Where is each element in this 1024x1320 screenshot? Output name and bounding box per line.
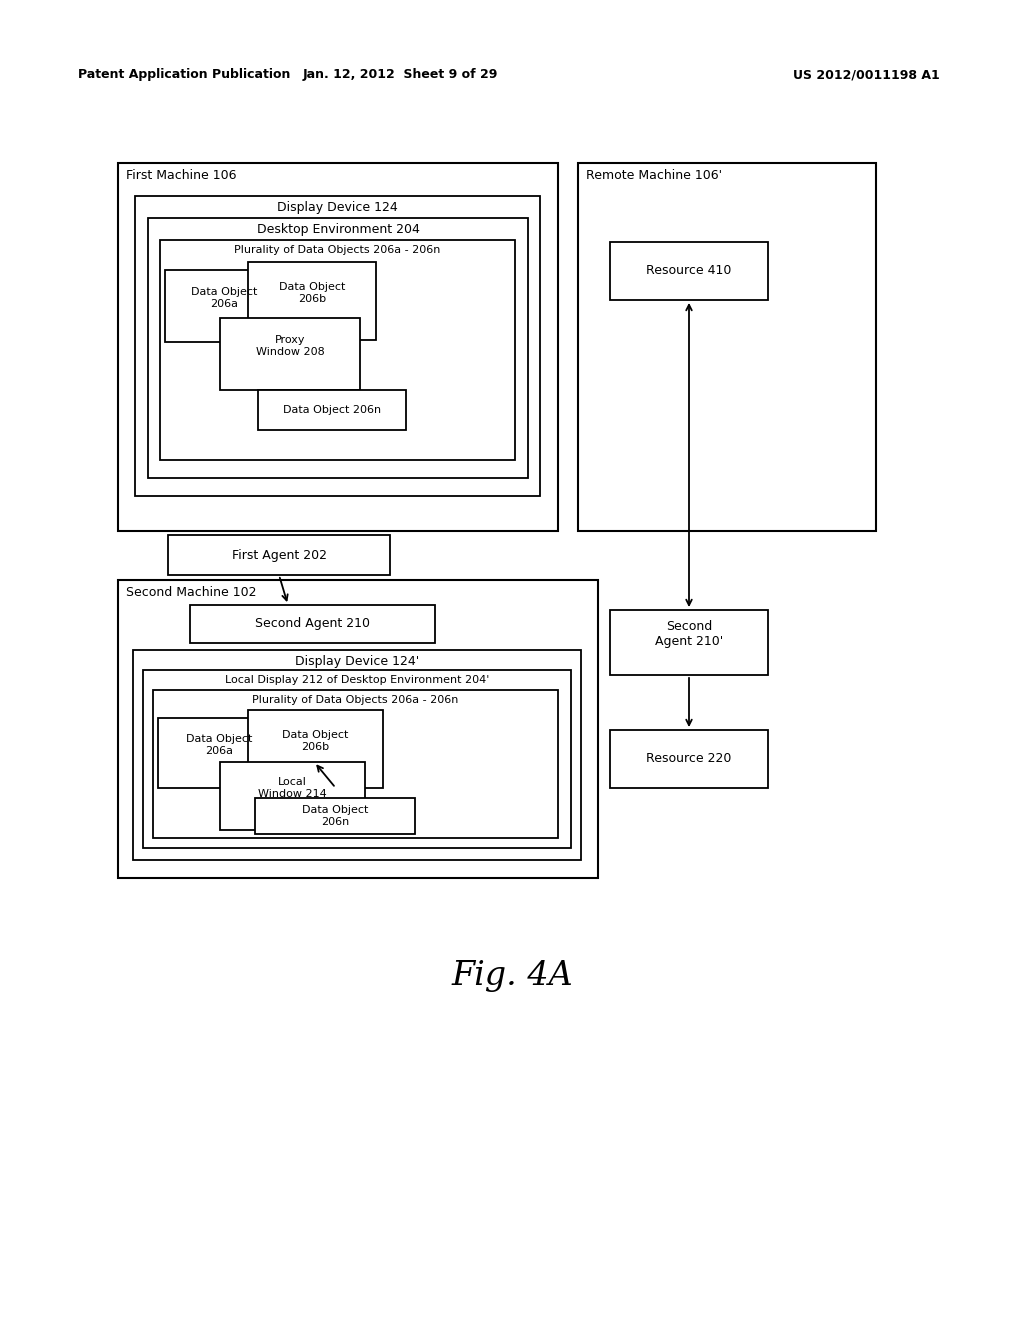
Text: Data Object 206n: Data Object 206n [283,405,381,414]
Text: Fig. 4A: Fig. 4A [452,960,572,993]
Text: Resource 220: Resource 220 [646,752,732,766]
Text: First Machine 106: First Machine 106 [126,169,237,182]
Text: Display Device 124': Display Device 124' [295,655,419,668]
Bar [610,730,768,788]
Text: Data Object
206a: Data Object 206a [190,288,257,309]
Text: Patent Application Publication: Patent Application Publication [78,69,291,81]
Bar [135,195,540,496]
Text: Second Machine 102: Second Machine 102 [126,586,256,599]
Text: Data Object
206b: Data Object 206b [283,730,349,752]
Text: Display Device 124: Display Device 124 [278,201,398,214]
Bar [160,240,515,459]
Bar [258,389,406,430]
Text: Remote Machine 106': Remote Machine 106' [586,169,722,182]
Bar [248,261,376,341]
Bar [168,535,390,576]
Bar [220,318,360,389]
Text: Proxy
Window 208: Proxy Window 208 [256,335,325,356]
Text: Data Object
206a: Data Object 206a [185,734,252,756]
Bar [165,271,283,342]
Text: Plurality of Data Objects 206a - 206n: Plurality of Data Objects 206a - 206n [252,696,459,705]
Text: Data Object
206b: Data Object 206b [279,282,345,304]
Text: Data Object
206n: Data Object 206n [302,805,369,826]
Bar [153,690,558,838]
Bar [118,579,598,878]
Bar [133,649,581,861]
Bar [148,218,528,478]
Text: Plurality of Data Objects 206a - 206n: Plurality of Data Objects 206a - 206n [234,246,440,255]
Text: Local Display 212 of Desktop Environment 204': Local Display 212 of Desktop Environment… [225,675,489,685]
Text: Desktop Environment 204: Desktop Environment 204 [257,223,420,236]
Bar [248,710,383,788]
Text: Jan. 12, 2012  Sheet 9 of 29: Jan. 12, 2012 Sheet 9 of 29 [302,69,498,81]
Text: First Agent 202: First Agent 202 [231,549,327,561]
Bar [143,671,571,847]
Bar [190,605,435,643]
Text: Second Agent 210: Second Agent 210 [255,618,370,631]
Bar [255,799,415,834]
Bar [578,162,876,531]
Bar [610,610,768,675]
Bar [158,718,280,788]
Text: Local
Window 214: Local Window 214 [258,777,327,799]
Bar [118,162,558,531]
Bar [610,242,768,300]
Text: Resource 410: Resource 410 [646,264,732,277]
Text: US 2012/0011198 A1: US 2012/0011198 A1 [794,69,940,81]
Text: Second
Agent 210': Second Agent 210' [655,620,723,648]
Bar [220,762,365,830]
